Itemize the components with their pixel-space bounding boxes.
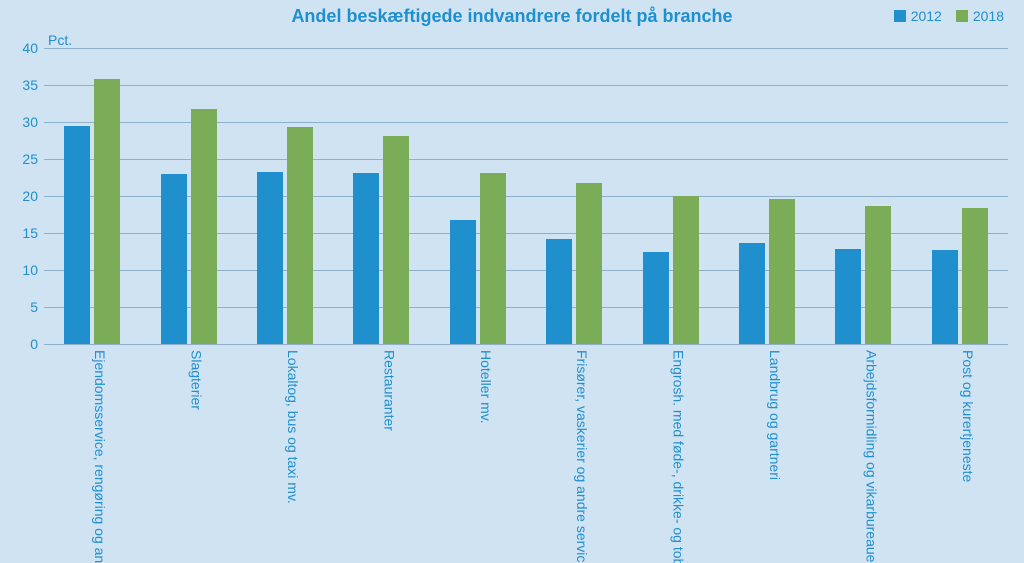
y-tick-label: 15 xyxy=(22,225,44,241)
y-tick-label: 30 xyxy=(22,114,44,130)
legend-label-2012: 2012 xyxy=(911,8,942,24)
x-category-label: Frisører, vaskerier og andre serviceydel… xyxy=(574,350,590,563)
legend-swatch-2018 xyxy=(956,10,968,22)
gridline xyxy=(44,344,1008,345)
bar-group xyxy=(739,199,795,344)
y-tick-label: 20 xyxy=(22,188,44,204)
bar xyxy=(383,136,409,344)
x-category-label: Ejendomsservice, rengøring og anlægsgart… xyxy=(92,350,108,563)
y-tick-label: 25 xyxy=(22,151,44,167)
bar xyxy=(576,183,602,344)
plot-area: 0510152025303540 xyxy=(44,48,1008,344)
x-category-label: Hoteller mv. xyxy=(478,350,494,424)
bar-group xyxy=(835,206,891,344)
bar-group xyxy=(257,127,313,344)
bar xyxy=(287,127,313,344)
bar-group xyxy=(546,183,602,344)
y-tick-label: 35 xyxy=(22,77,44,93)
legend: 2012 2018 xyxy=(894,8,1004,24)
y-tick-label: 0 xyxy=(30,336,44,352)
x-labels: Ejendomsservice, rengøring og anlægsgart… xyxy=(44,348,1008,558)
bar xyxy=(161,174,187,344)
bar-group xyxy=(643,196,699,344)
x-category-label: Arbejdsformidling og vikarbureauer xyxy=(863,350,879,563)
y-axis-label: Pct. xyxy=(48,32,72,48)
bar xyxy=(191,109,217,344)
y-tick-label: 5 xyxy=(30,299,44,315)
bars xyxy=(44,48,1008,344)
x-category-label: Post og kurertjeneste xyxy=(960,350,976,482)
bar-group xyxy=(64,79,120,344)
bar-group xyxy=(353,136,409,344)
bar xyxy=(962,208,988,344)
bar-group xyxy=(932,208,988,344)
chart-title: Andel beskæftigede indvandrere fordelt p… xyxy=(0,6,1024,27)
x-category-label: Slagterier xyxy=(189,350,205,410)
bar xyxy=(739,243,765,344)
x-category-label: Engrosh. med føde-, drikke- og tobaksvar… xyxy=(671,350,687,563)
bar-group xyxy=(450,173,506,344)
legend-item-2012: 2012 xyxy=(894,8,942,24)
bar xyxy=(673,196,699,344)
bar xyxy=(353,173,379,344)
bar xyxy=(835,249,861,344)
x-category-label: Restauranter xyxy=(381,350,397,431)
bar xyxy=(480,173,506,344)
bar xyxy=(643,252,669,345)
bar xyxy=(64,126,90,344)
bar xyxy=(257,172,283,344)
y-tick-label: 10 xyxy=(22,262,44,278)
bar xyxy=(94,79,120,344)
bar xyxy=(932,250,958,344)
bar xyxy=(769,199,795,344)
bar-group xyxy=(161,109,217,344)
legend-item-2018: 2018 xyxy=(956,8,1004,24)
chart-container: Andel beskæftigede indvandrere fordelt p… xyxy=(0,0,1024,563)
legend-label-2018: 2018 xyxy=(973,8,1004,24)
bar xyxy=(450,220,476,344)
bar xyxy=(865,206,891,344)
bar xyxy=(546,239,572,344)
legend-swatch-2012 xyxy=(894,10,906,22)
x-category-label: Lokaltog, bus og taxi mv. xyxy=(285,350,301,504)
x-category-label: Landbrug og gartneri xyxy=(767,350,783,480)
y-tick-label: 40 xyxy=(22,40,44,56)
